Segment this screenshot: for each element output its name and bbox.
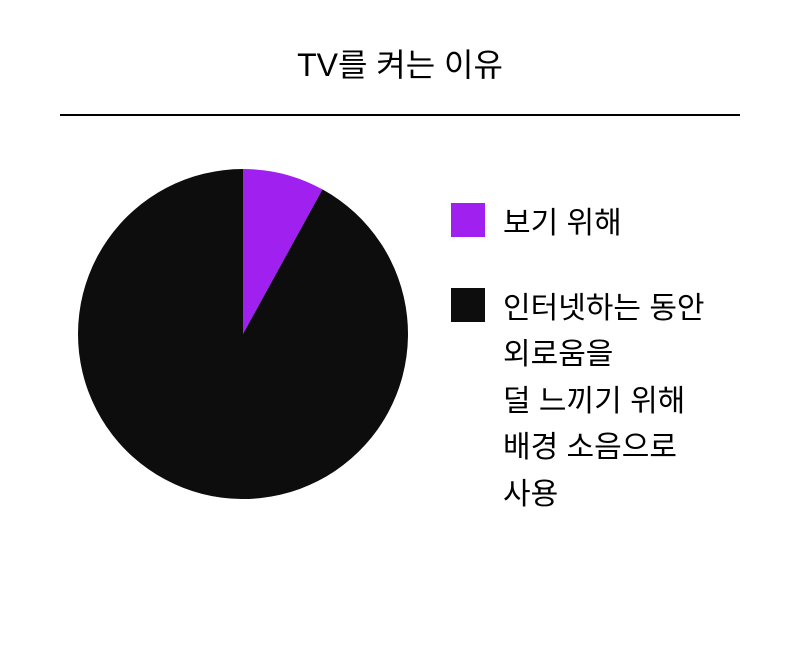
legend-item-0: 보기 위해 — [451, 201, 705, 248]
legend-label-1: 인터넷하는 동안 외로움을 덜 느끼기 위해 배경 소음으로 사용 — [503, 286, 705, 519]
legend: 보기 위해 인터넷하는 동안 외로움을 덜 느끼기 위해 배경 소음으로 사용 — [451, 156, 705, 518]
pie-chart-svg — [65, 156, 421, 512]
legend-label-0: 보기 위해 — [503, 201, 622, 248]
chart-content: 보기 위해 인터넷하는 동안 외로움을 덜 느끼기 위해 배경 소음으로 사용 — [60, 156, 740, 518]
legend-item-1: 인터넷하는 동안 외로움을 덜 느끼기 위해 배경 소음으로 사용 — [451, 286, 705, 519]
title-divider — [60, 114, 740, 116]
pie-chart — [65, 156, 421, 517]
chart-title: TV를 켜는 이유 — [60, 40, 740, 86]
legend-swatch-0 — [451, 203, 485, 237]
chart-container: TV를 켜는 이유 보기 위해 인터넷하는 동안 외로움을 덜 느끼기 위해 배… — [0, 0, 800, 657]
pie-slice-1 — [78, 169, 408, 499]
legend-swatch-1 — [451, 288, 485, 322]
